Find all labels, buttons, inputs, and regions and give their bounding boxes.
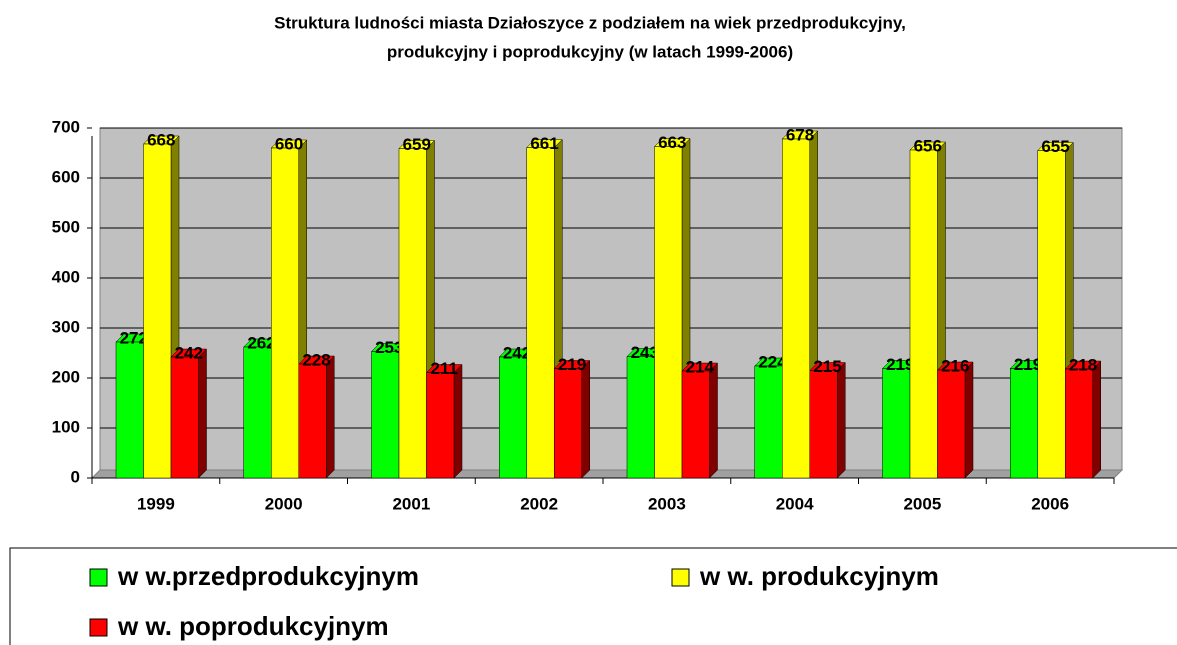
- bar: [754, 365, 783, 479]
- bar: [271, 147, 299, 479]
- bar: [1010, 368, 1038, 479]
- bar: [426, 372, 455, 479]
- data-label: 659: [403, 135, 431, 154]
- legend-swatch: [89, 568, 108, 587]
- bar: [115, 341, 144, 479]
- data-label: 215: [813, 357, 841, 376]
- x-tick-label: 2001: [392, 494, 430, 513]
- bar-side: [453, 363, 463, 479]
- x-tick-label: 2004: [776, 494, 814, 513]
- data-label: 228: [302, 350, 330, 369]
- bar-side: [964, 361, 974, 479]
- bar: [809, 370, 838, 479]
- bar: [143, 143, 172, 479]
- x-tick-label: 2005: [903, 494, 941, 513]
- x-tick-label: 1999: [137, 494, 175, 513]
- data-label: 214: [686, 357, 715, 376]
- bar: [371, 351, 400, 479]
- data-label: 660: [275, 134, 303, 153]
- data-label: 656: [914, 136, 942, 155]
- data-label: 655: [1041, 137, 1069, 156]
- data-label: 668: [147, 130, 175, 149]
- y-tick-label: 400: [52, 267, 80, 286]
- data-label: 219: [1014, 355, 1042, 374]
- bar: [298, 363, 327, 479]
- data-label: 272: [120, 328, 148, 347]
- x-tick-label: 2006: [1031, 494, 1069, 513]
- y-tick-label: 600: [52, 167, 80, 186]
- legend-swatch: [89, 618, 108, 637]
- data-label: 661: [530, 134, 558, 153]
- bar: [398, 148, 427, 479]
- x-tick-label: 2000: [265, 494, 303, 513]
- legend-label: w w.przedprodukcyjnym: [117, 561, 419, 591]
- bar-side: [326, 355, 335, 479]
- data-label: 211: [431, 359, 458, 378]
- legend-box: [9, 547, 1177, 645]
- data-label: 663: [658, 133, 686, 152]
- y-tick-label: 700: [52, 117, 80, 136]
- bar-side: [1092, 360, 1101, 479]
- y-tick-label: 0: [71, 467, 80, 486]
- legend-swatch: [671, 568, 690, 587]
- bar: [499, 356, 527, 479]
- bar: [882, 368, 911, 479]
- y-tick-label: 200: [52, 367, 80, 386]
- bar: [937, 369, 966, 479]
- bar-side: [709, 362, 718, 479]
- bar: [626, 356, 655, 479]
- bar: [170, 356, 199, 479]
- bar: [526, 147, 555, 479]
- bar: [1065, 368, 1093, 479]
- bar-side: [581, 359, 590, 479]
- data-label: 253: [375, 338, 403, 357]
- bar: [782, 138, 810, 479]
- data-label: 224: [758, 352, 787, 371]
- data-label: 219: [886, 355, 914, 374]
- chart-title: Struktura ludności miasta Działoszyce z …: [274, 13, 906, 32]
- bar: [681, 370, 710, 479]
- bar: [654, 146, 683, 479]
- legend-label: w w. poprodukcyjnym: [117, 611, 389, 641]
- legend-label: w w. produkcyjnym: [699, 561, 939, 591]
- data-label: 218: [1069, 355, 1097, 374]
- data-label: 242: [175, 343, 203, 362]
- data-label: 216: [941, 356, 969, 375]
- y-tick-label: 500: [52, 217, 80, 236]
- bar-side: [198, 348, 207, 479]
- x-tick-label: 2003: [648, 494, 686, 513]
- x-tick-label: 2002: [520, 494, 558, 513]
- bar: [1037, 150, 1066, 479]
- bar: [554, 368, 582, 479]
- bar: [909, 149, 938, 479]
- data-label: 262: [247, 333, 275, 352]
- bar-side: [837, 361, 846, 479]
- data-label: 678: [786, 125, 814, 144]
- bar: [243, 346, 272, 479]
- data-label: 242: [503, 343, 531, 362]
- data-label: 243: [631, 343, 659, 362]
- data-label: 219: [558, 355, 586, 374]
- chart-title: produkcyjny i poprodukcyjny (w latach 19…: [387, 42, 793, 61]
- y-tick-label: 100: [52, 417, 80, 436]
- y-tick-label: 300: [52, 317, 80, 336]
